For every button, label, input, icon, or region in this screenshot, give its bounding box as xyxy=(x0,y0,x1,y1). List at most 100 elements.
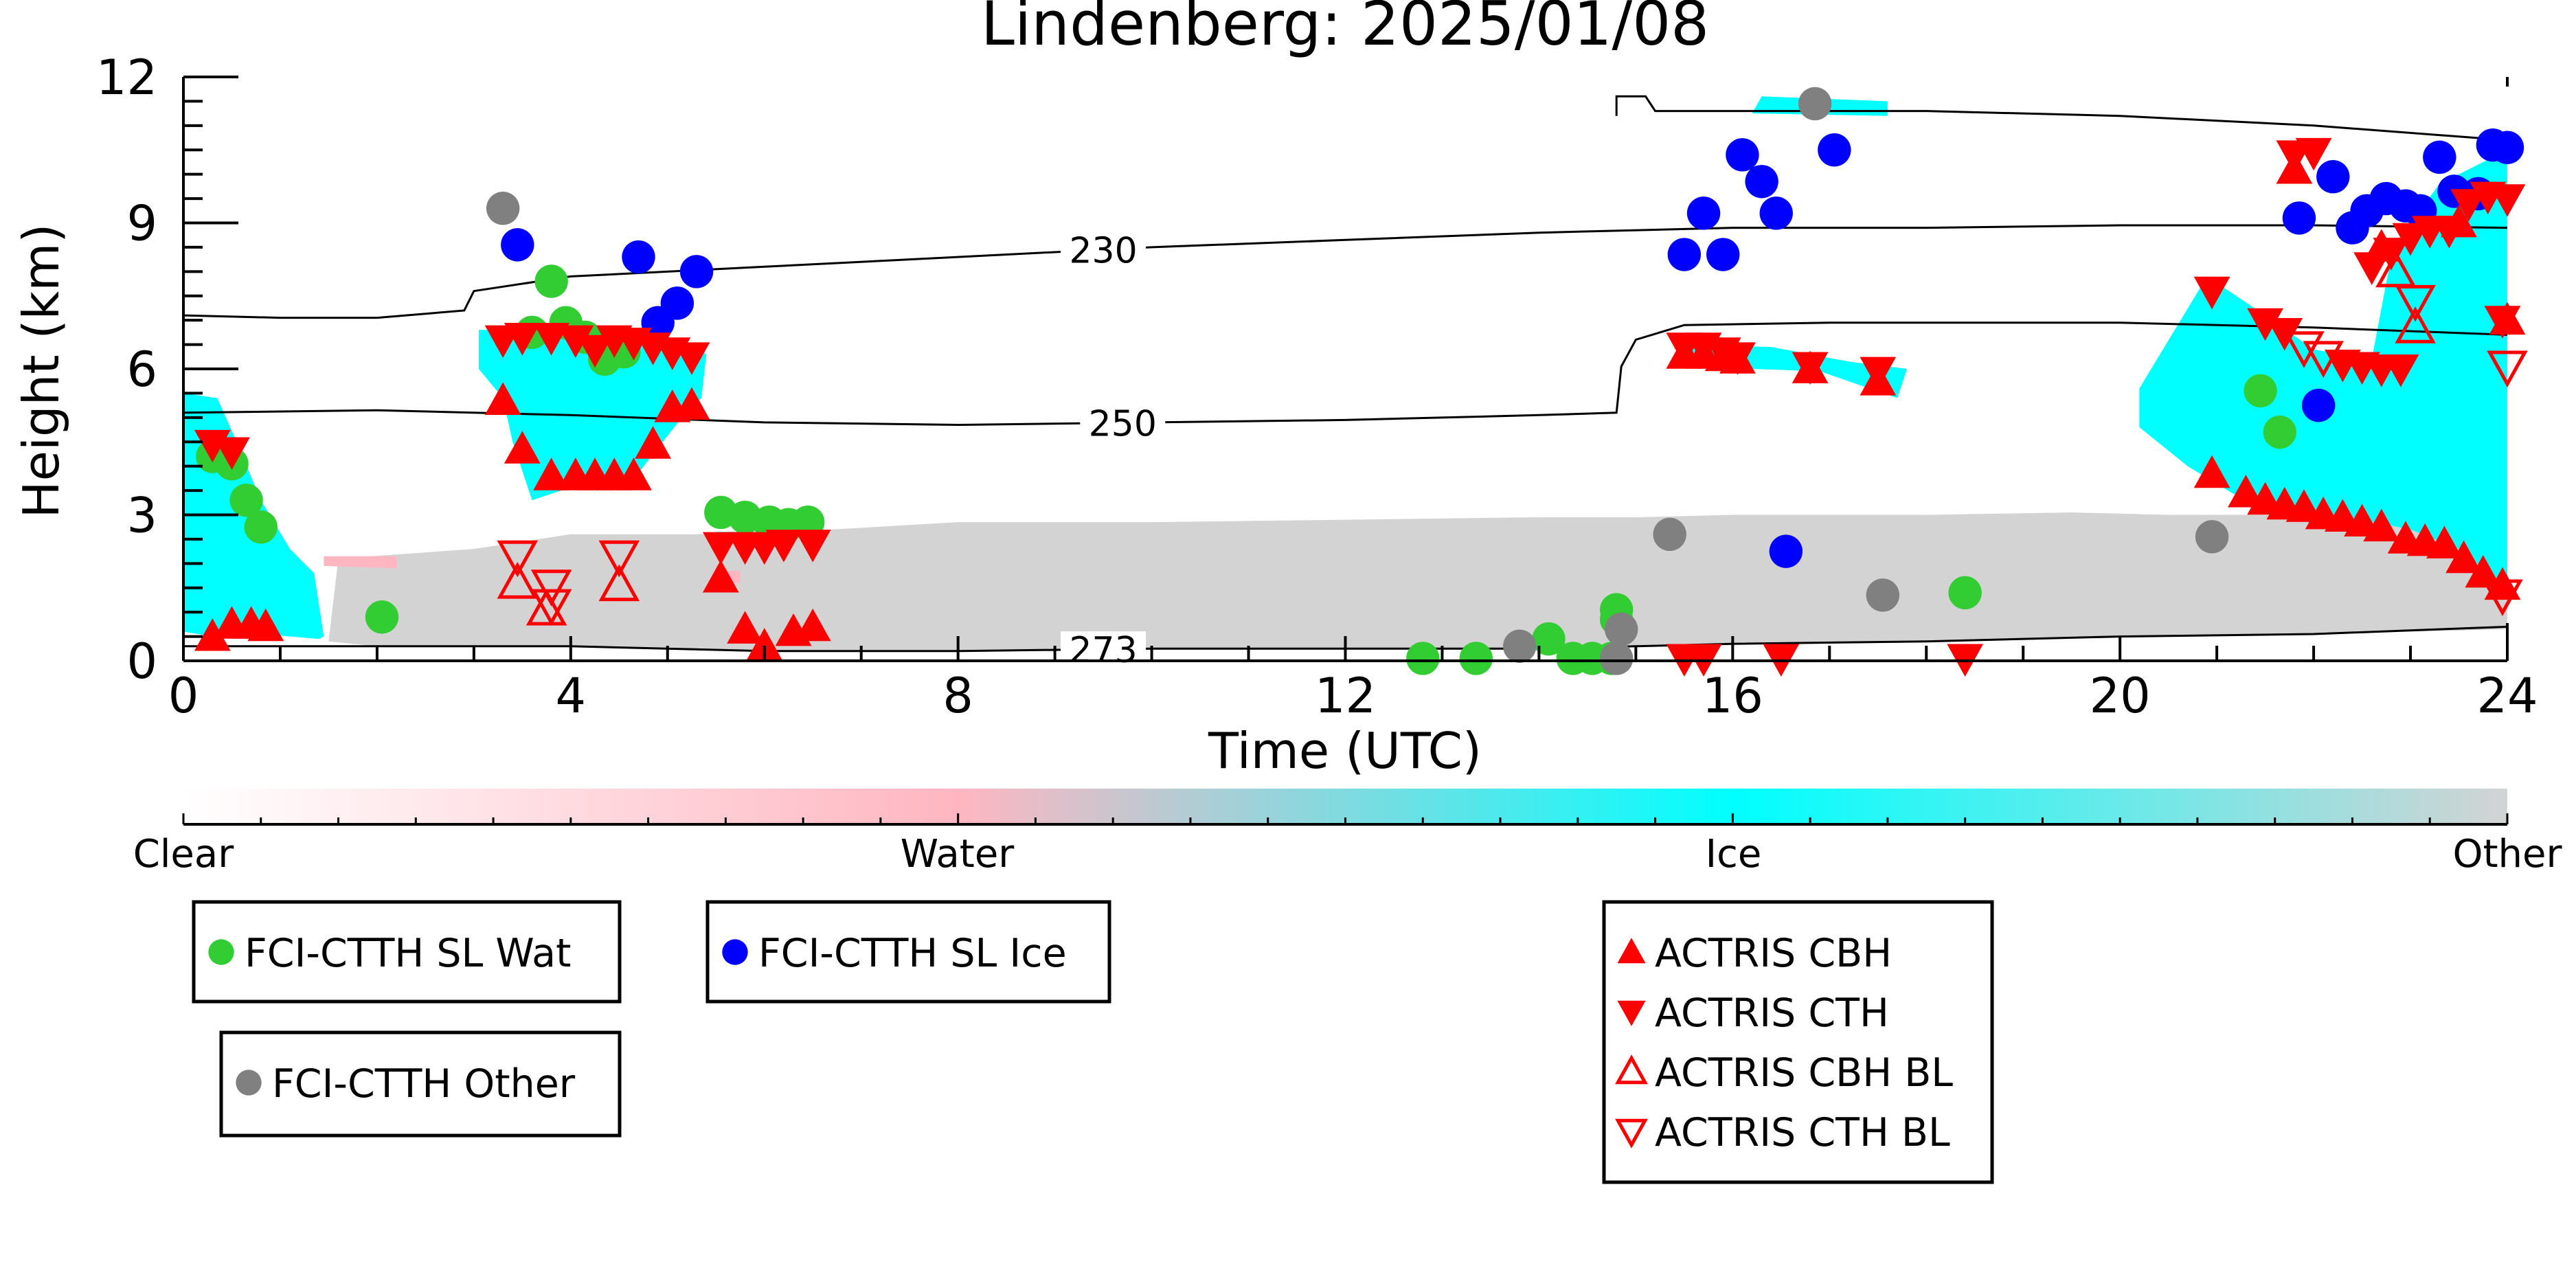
point-fci-ctth-sl-wat xyxy=(229,484,263,517)
y-tick-label: 0 xyxy=(126,633,157,690)
point-actris-cth xyxy=(702,532,739,565)
legend-label-fci-ctth-other: FCI-CTTH Other xyxy=(272,1061,576,1107)
point-actris-cth-bl xyxy=(530,569,572,607)
point-fci-ctth-sl-wat xyxy=(2244,374,2277,408)
point-actris-cth xyxy=(1792,352,1829,385)
y-axis-label: Height (km) xyxy=(12,224,70,519)
legend-marker-actris-cbh-bl xyxy=(1615,1054,1648,1085)
y-tick-label: 6 xyxy=(126,341,157,398)
point-actris-cth xyxy=(2373,238,2410,271)
legend-box-wat xyxy=(192,900,622,1004)
point-fci-ctth-sl-ice xyxy=(622,240,655,274)
point-actris-cbh xyxy=(2285,489,2323,522)
point-fci-ctth-sl-ice xyxy=(1769,534,1803,568)
point-actris-cbh-bl xyxy=(598,564,640,602)
point-actris-cth xyxy=(214,437,250,470)
contour-label-bg xyxy=(1061,231,1146,268)
point-fci-ctth-sl-ice xyxy=(1686,196,1721,230)
point-actris-cth xyxy=(2193,276,2230,310)
legend-label-actris-cbh: ACTRIS CBH xyxy=(1655,931,1892,976)
cloud-classification-regions xyxy=(183,96,2508,651)
point-fci-ctth-sl-wat xyxy=(365,600,399,634)
point-actris-cth xyxy=(1719,342,1756,375)
x-tick-label: 0 xyxy=(168,668,199,724)
legend-box-ice xyxy=(705,900,1111,1004)
point-actris-cbh xyxy=(673,387,710,420)
point-actris-cbh-bl xyxy=(497,561,539,599)
point-fci-ctth-other xyxy=(1866,578,1900,612)
point-actris-cth xyxy=(2382,354,2419,387)
point-fci-ctth-sl-ice xyxy=(1745,165,1778,199)
point-fci-ctth-other xyxy=(1798,87,1832,121)
contour-230 xyxy=(183,224,2508,319)
point-actris-cth-bl xyxy=(598,540,640,578)
point-actris-cbh xyxy=(727,611,763,644)
cloud-height-markers xyxy=(194,87,2528,677)
plot-axes: 0 4 8 12 16 20 24 0 3 6 9 12 xyxy=(96,49,2538,724)
point-actris-cth xyxy=(1860,357,1897,390)
point-actris-cth-bl xyxy=(530,589,572,626)
colorbar-label: Ice xyxy=(1706,832,1762,877)
contour-label-bg xyxy=(1080,405,1166,441)
point-fci-ctth-sl-wat xyxy=(1459,642,1493,675)
x-axis-label: Time (UTC) xyxy=(1208,722,1482,780)
colorbar-label: Clear xyxy=(133,832,234,877)
point-fci-ctth-sl-wat xyxy=(1406,642,1440,675)
legend-marker-actris-cth xyxy=(1617,1000,1646,1026)
contour-label: 250 xyxy=(1089,403,1157,444)
point-actris-cth-bl xyxy=(2303,341,2344,378)
point-fci-ctth-sl-wat xyxy=(2263,415,2296,449)
point-actris-cth xyxy=(2484,306,2521,339)
point-actris-cbh xyxy=(2363,508,2400,542)
point-fci-ctth-other xyxy=(1653,517,1686,552)
point-actris-cbh xyxy=(615,457,652,490)
point-actris-cth xyxy=(794,530,831,563)
legend-box-other xyxy=(219,1030,622,1138)
contour-tropopause xyxy=(1615,95,2508,142)
colorbar: Clear Water Ice Other xyxy=(133,789,2562,877)
point-fci-ctth-other xyxy=(486,192,520,225)
point-actris-cbh xyxy=(484,382,521,415)
contour-label: 230 xyxy=(1069,230,1137,271)
legend: FCI-CTTH SL Wat FCI-CTTH SL Ice FCI-CTTH O… xyxy=(192,900,1994,1184)
legend-box-actris xyxy=(1602,900,1994,1184)
legend-label-actris-cth: ACTRIS CTH xyxy=(1655,991,1889,1036)
legend-marker-fci-ctth-sl-wat xyxy=(208,939,234,965)
legend-marker-actris-cbh xyxy=(1617,938,1646,964)
point-actris-cbh xyxy=(2445,540,2482,574)
point-actris-cbh xyxy=(2484,567,2521,600)
point-fci-ctth-sl-wat xyxy=(1948,576,1982,610)
point-actris-cbh xyxy=(702,560,739,593)
point-actris-cth xyxy=(2431,216,2467,249)
x-tick-label: 20 xyxy=(2090,668,2151,724)
point-actris-cth-bl xyxy=(497,540,539,578)
point-actris-cbh xyxy=(247,608,284,642)
region-water xyxy=(324,556,397,569)
point-fci-ctth-sl-ice xyxy=(1818,133,1851,167)
point-actris-cbh xyxy=(533,457,570,490)
point-fci-ctth-other xyxy=(2195,520,2229,554)
point-actris-cth xyxy=(2353,252,2391,285)
point-actris-cth-bl xyxy=(2395,284,2436,322)
point-actris-cth xyxy=(673,342,710,375)
y-tick-label: 9 xyxy=(126,196,157,252)
region-other xyxy=(328,512,2508,651)
point-actris-cth xyxy=(765,530,802,563)
point-actris-cth-bl xyxy=(2482,579,2523,617)
point-fci-ctth-sl-ice xyxy=(501,228,534,262)
legend-label-fci-ctth-sl-wat: FCI-CTTH SL Wat xyxy=(245,931,571,976)
point-fci-ctth-sl-ice xyxy=(660,286,694,320)
legend-label-actris-cbh-bl: ACTRIS CBH BL xyxy=(1655,1050,1953,1096)
point-fci-ctth-other xyxy=(1599,642,1634,675)
point-fci-ctth-other xyxy=(1605,612,1638,646)
contour-label: 273 xyxy=(1069,630,1137,671)
point-fci-ctth-sl-ice xyxy=(2316,160,2350,194)
point-actris-cbh xyxy=(2426,526,2463,558)
legend-label-fci-ctth-sl-ice: FCI-CTTH SL Ice xyxy=(758,931,1067,976)
point-actris-cbh xyxy=(504,431,541,464)
point-actris-cth xyxy=(2295,137,2332,171)
legend-marker-fci-ctth-other xyxy=(236,1070,262,1096)
point-actris-cth xyxy=(504,323,541,356)
point-fci-ctth-sl-ice xyxy=(1667,238,1702,271)
